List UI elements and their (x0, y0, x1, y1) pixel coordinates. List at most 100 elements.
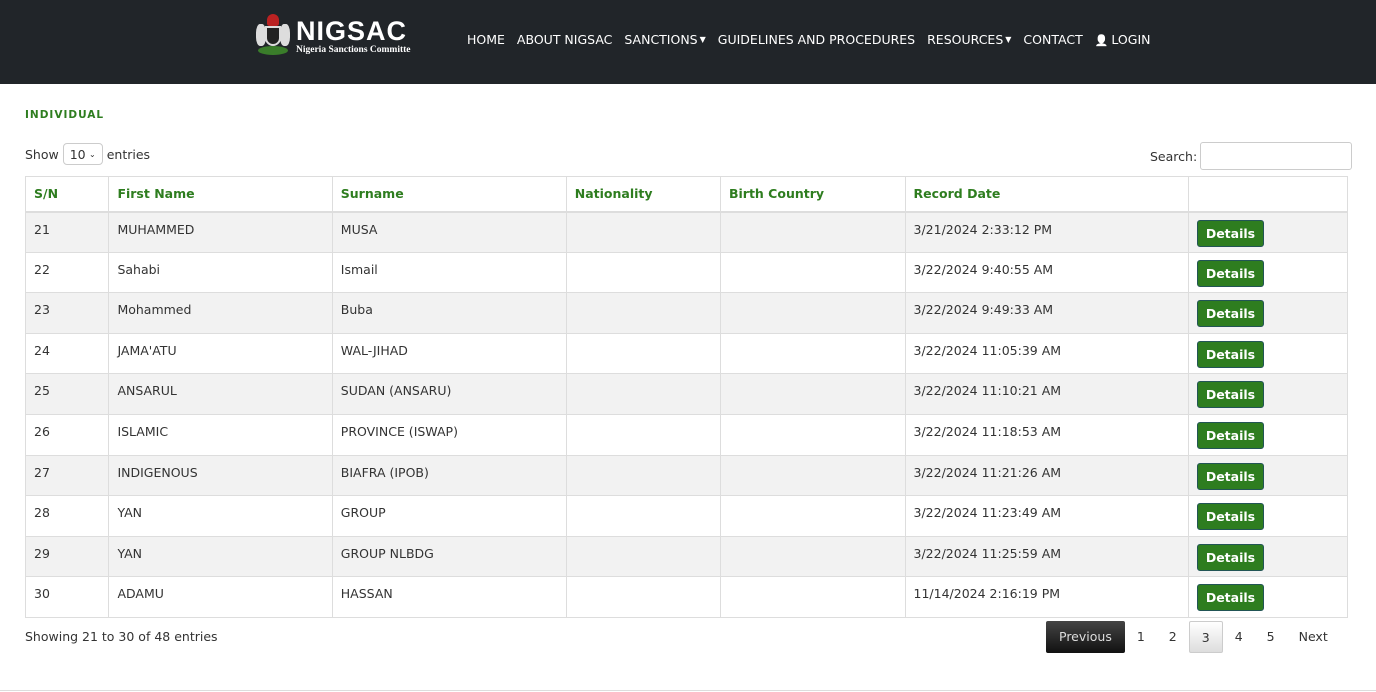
cell-action: Details (1187, 454, 1349, 497)
column-header[interactable]: Nationality (565, 176, 721, 213)
search-label: Search: (1150, 148, 1198, 164)
cell-birth (719, 495, 906, 537)
details-button[interactable]: Details (1196, 584, 1264, 612)
nav-contact[interactable]: CONTACT (1023, 32, 1082, 47)
column-header[interactable]: First Name (108, 176, 333, 213)
nav-label: SANCTIONS (624, 32, 698, 47)
page-2-button[interactable]: 2 (1168, 629, 1177, 644)
cell-action: Details (1187, 211, 1349, 253)
cell-surname: Ismail (331, 251, 567, 294)
cell-first: MUHAMMED (108, 211, 333, 253)
nav-label: LOGIN (1111, 32, 1151, 47)
individuals-table: S/N First Name Surname Nationality Birth Cou… (24, 176, 1349, 618)
cell-surname: GROUP (331, 495, 567, 537)
cell-date: 3/22/2024 11:23:49 AM (904, 495, 1189, 537)
cell-action: Details (1187, 251, 1349, 294)
cell-first: ISLAMIC (108, 413, 333, 456)
cell-date: 3/22/2024 11:21:26 AM (904, 454, 1189, 497)
section-title: INDIVIDUAL (25, 109, 105, 121)
table-row: 28 YAN GROUP 3/22/2024 11:23:49 AM Details (24, 495, 1349, 537)
caret-down-icon: ▼ (699, 35, 706, 44)
entries-select[interactable]: 10 ⌄ (62, 143, 103, 165)
caret-down-icon: ▼ (1005, 35, 1012, 44)
cell-first: YAN (108, 495, 333, 537)
cell-first: Sahabi (108, 251, 333, 294)
cell-nationality (565, 251, 721, 294)
column-header[interactable]: Record Date (904, 176, 1189, 213)
details-button[interactable]: Details (1196, 219, 1264, 247)
previous-button[interactable]: Previous (1046, 621, 1125, 653)
cell-birth (719, 211, 906, 253)
column-header[interactable]: Birth Country (719, 176, 906, 213)
column-header[interactable]: Surname (331, 176, 567, 213)
nav-resources[interactable]: RESOURCES ▼ (927, 32, 1011, 47)
details-button[interactable]: Details (1196, 300, 1264, 328)
coat-of-arms-icon (254, 14, 292, 58)
nav-label: GUIDELINES AND PROCEDURES (717, 32, 916, 47)
nav-home[interactable]: HOME (467, 32, 505, 47)
page-5-button[interactable]: 5 (1266, 629, 1275, 644)
table-row: 23 Mohammed Buba 3/22/2024 9:49:33 AM Detail… (24, 292, 1349, 334)
brand-subtitle: Nigeria Sanctions Committe (296, 45, 411, 55)
cell-birth (719, 251, 906, 294)
nav-about-nigsac[interactable]: ABOUT NIGSAC (517, 32, 612, 47)
nav-guidelines-and-procedures[interactable]: GUIDELINES AND PROCEDURES (718, 32, 915, 47)
cell-nationality (565, 454, 721, 497)
cell-action: Details (1187, 535, 1349, 578)
nav-label: HOME (467, 32, 505, 47)
cell-nationality (565, 495, 721, 537)
details-button[interactable]: Details (1196, 340, 1264, 368)
page-1-button[interactable]: 1 (1136, 629, 1145, 644)
table-row: 25 ANSARUL SUDAN (ANSARU) 3/22/2024 11:10:2… (24, 373, 1349, 415)
cell-date: 3/22/2024 11:10:21 AM (904, 373, 1189, 415)
cell-first: INDIGENOUS (108, 454, 333, 497)
table-row: 24 JAMA'ATU WAL-JIHAD 3/22/2024 11:05:39 AM… (24, 332, 1349, 375)
details-button[interactable]: Details (1196, 543, 1264, 571)
cell-surname: BIAFRA (IPOB) (331, 454, 567, 497)
cell-surname: GROUP NLBDG (331, 535, 567, 578)
cell-surname: Buba (331, 292, 567, 334)
cell-date: 11/14/2024 2:16:19 PM (904, 576, 1189, 618)
next-button[interactable]: Next (1298, 629, 1328, 644)
main-menu: HOME ABOUT NIGSAC SANCTIONS ▼ GUIDELINES AND… (467, 32, 1151, 47)
cell-nationality (565, 413, 721, 456)
cell-surname: PROVINCE (ISWAP) (331, 413, 567, 456)
column-header[interactable] (1187, 176, 1349, 213)
details-button[interactable]: Details (1196, 381, 1264, 409)
table-row: 30 ADAMU HASSAN 11/14/2024 2:16:19 PM Detail… (24, 576, 1349, 618)
cell-birth (719, 576, 906, 618)
entries-value: 10 (69, 146, 86, 162)
nav-label: CONTACT (1023, 32, 1083, 47)
table-row: 22 Sahabi Ismail 3/22/2024 9:40:55 AM Detail… (24, 251, 1349, 294)
cell-first: ADAMU (108, 576, 333, 618)
nav-label: RESOURCES (927, 32, 1004, 47)
cell-nationality (565, 373, 721, 415)
details-button[interactable]: Details (1196, 503, 1264, 531)
cell-sn: 27 (24, 454, 110, 497)
cell-date: 3/21/2024 2:33:12 PM (904, 211, 1189, 253)
column-header[interactable]: S/N (24, 176, 110, 213)
cell-nationality (565, 292, 721, 334)
details-button[interactable]: Details (1196, 421, 1264, 449)
search-input[interactable] (1200, 142, 1353, 170)
cell-date: 3/22/2024 9:40:55 AM (904, 251, 1189, 294)
brand-logo[interactable]: NIGSAC Nigeria Sanctions Committe (254, 14, 411, 58)
cell-sn: 21 (24, 211, 110, 253)
cell-surname: HASSAN (331, 576, 567, 618)
cell-first: JAMA'ATU (108, 332, 333, 375)
chevron-down-icon: ⌄ (89, 149, 96, 159)
cell-sn: 29 (24, 535, 110, 578)
details-button[interactable]: Details (1196, 462, 1264, 490)
nav-sanctions[interactable]: SANCTIONS ▼ (624, 32, 705, 47)
cell-first: YAN (108, 535, 333, 578)
page-4-button[interactable]: 4 (1234, 629, 1243, 644)
page-3-button[interactable]: 3 (1188, 621, 1223, 653)
cell-sn: 28 (24, 495, 110, 537)
details-button[interactable]: Details (1196, 259, 1264, 287)
cell-date: 3/22/2024 11:25:59 AM (904, 535, 1189, 578)
cell-surname: MUSA (331, 211, 567, 253)
nav-login[interactable]: 👤 LOGIN (1095, 32, 1151, 47)
entries-label: entries (106, 146, 151, 162)
show-label: Show (25, 146, 59, 162)
cell-sn: 26 (24, 413, 110, 456)
